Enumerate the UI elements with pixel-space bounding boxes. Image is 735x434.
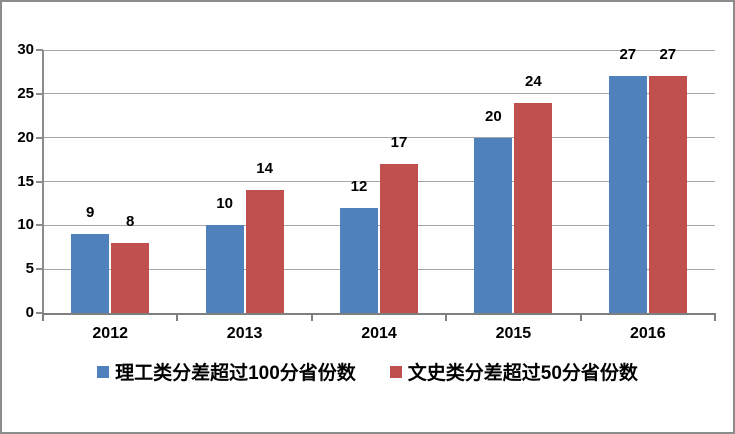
- x-axis-tick: [310, 315, 313, 321]
- y-tick-label: 10: [17, 216, 34, 234]
- data-label: 24: [525, 72, 542, 90]
- x-tick-label: 2014: [361, 325, 397, 342]
- legend-swatch-science: [97, 365, 110, 378]
- gridline: [43, 268, 715, 270]
- gridline: [43, 49, 715, 51]
- x-axis-tick: [714, 315, 716, 321]
- data-label: 10: [216, 195, 233, 213]
- bar: [648, 76, 687, 313]
- data-label: 8: [126, 212, 135, 230]
- bar: [514, 102, 553, 313]
- x-tick-label: 2012: [92, 325, 128, 342]
- bar: [205, 225, 244, 313]
- x-axis-line: [42, 313, 716, 315]
- gridline: [43, 137, 715, 139]
- x-axis-tick: [579, 315, 582, 321]
- data-label: 14: [256, 160, 273, 178]
- y-axis-tick: [36, 268, 43, 271]
- y-tick-label: 5: [25, 260, 34, 278]
- gridline: [43, 181, 715, 182]
- bar: [340, 207, 378, 313]
- legend-label-science: 理工类分差超过100分省份数: [115, 363, 356, 384]
- y-axis-tick: [36, 136, 43, 139]
- legend-swatch-liberal-arts: [389, 365, 402, 378]
- y-tick-label: 20: [17, 128, 34, 146]
- data-label: 27: [659, 46, 677, 64]
- data-label: 27: [619, 46, 637, 64]
- x-tick-label: 2013: [226, 325, 263, 342]
- data-label: 20: [485, 107, 502, 125]
- gridline: [43, 93, 715, 95]
- x-tick-label: 2015: [495, 325, 532, 342]
- y-axis-tick: [36, 180, 43, 183]
- x-axis-tick: [42, 315, 44, 321]
- bar: [474, 137, 513, 313]
- y-tick-label: 0: [25, 304, 34, 321]
- y-axis-tick: [36, 92, 43, 95]
- legend-item-science: 理工类分差超过100分省份数: [97, 358, 356, 385]
- y-tick-label: 15: [17, 172, 34, 190]
- y-axis-tick: [36, 224, 43, 227]
- legend-item-liberal-arts: 文史类分差超过50分省份数: [389, 358, 638, 385]
- gridline: [43, 224, 715, 226]
- x-tick-label: 2016: [630, 325, 666, 342]
- data-label: 17: [390, 133, 408, 151]
- y-tick-label: 25: [17, 84, 34, 102]
- y-axis-tick: [36, 49, 43, 51]
- bar: [608, 76, 647, 313]
- y-tick-label: 30: [17, 41, 34, 58]
- y-axis-line: [42, 50, 44, 313]
- bar: [71, 234, 110, 313]
- legend-label-liberal-arts: 文史类分差超过50分省份数: [407, 363, 638, 384]
- legend: 理工类分差超过100分省份数 文史类分差超过50分省份数: [2, 358, 733, 385]
- y-axis-tick: [36, 312, 43, 314]
- data-label: 9: [86, 204, 95, 222]
- bar: [380, 163, 418, 313]
- data-label: 12: [350, 177, 368, 195]
- bar: [111, 242, 150, 313]
- x-axis-tick: [445, 315, 448, 321]
- bar: [245, 190, 284, 313]
- x-axis-tick: [176, 315, 179, 321]
